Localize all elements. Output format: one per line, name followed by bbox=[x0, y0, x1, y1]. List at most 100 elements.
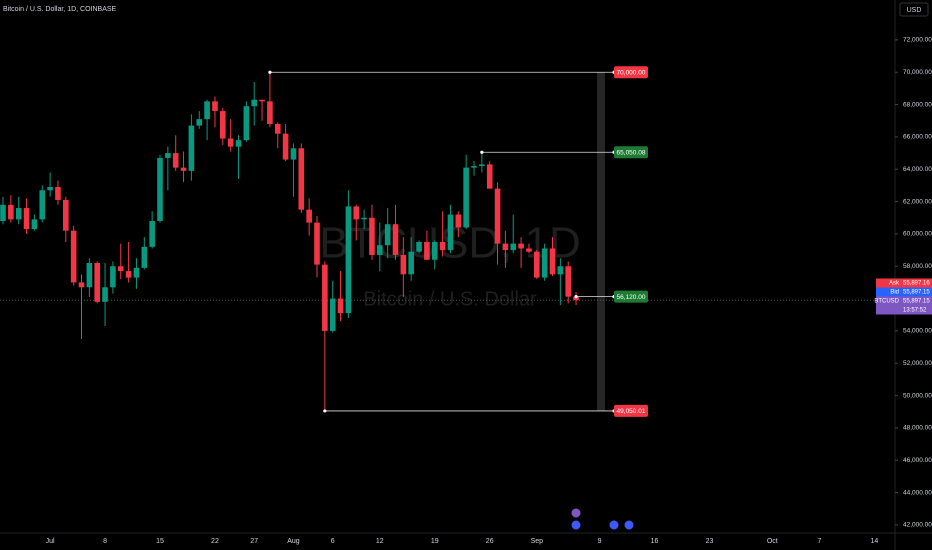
currency-button[interactable] bbox=[899, 2, 929, 17]
quote-box bbox=[876, 278, 932, 288]
x-tick-label: 27 bbox=[250, 538, 258, 545]
quote-name: Ask bbox=[889, 281, 900, 287]
level-label-box bbox=[614, 404, 648, 417]
candle-body bbox=[463, 167, 469, 228]
event-icon[interactable] bbox=[571, 520, 581, 530]
candle-body bbox=[172, 153, 179, 168]
candle-body bbox=[573, 296, 579, 301]
level-label: 49,050.01 bbox=[617, 408, 646, 415]
y-tick-label: 68,000.00 bbox=[903, 101, 932, 108]
level-anchor bbox=[480, 150, 484, 154]
candle-body bbox=[510, 243, 517, 251]
candle-body bbox=[110, 266, 116, 288]
candle-body bbox=[565, 266, 571, 297]
candle-body bbox=[502, 243, 509, 251]
candle-body bbox=[534, 251, 540, 278]
candle-body bbox=[274, 123, 281, 134]
event-icons bbox=[571, 508, 634, 530]
x-tick-label: 15 bbox=[156, 538, 164, 545]
watermark-subtitle: Bitcoin / U.S. Dollar bbox=[363, 288, 537, 310]
candle-body bbox=[243, 106, 250, 141]
level-anchor bbox=[268, 70, 272, 74]
quote-box bbox=[876, 296, 932, 315]
candle-body bbox=[282, 133, 289, 160]
candle-body bbox=[125, 271, 132, 278]
y-tick-label: 60,000.00 bbox=[903, 231, 932, 238]
y-tick-label: 44,000.00 bbox=[903, 489, 932, 496]
candle-body bbox=[439, 241, 446, 251]
candle-body bbox=[400, 254, 407, 275]
candle-body bbox=[220, 111, 226, 139]
candle-body bbox=[39, 190, 46, 220]
quote-countdown: 13:57:52 bbox=[903, 308, 927, 314]
candle-body bbox=[557, 266, 564, 275]
candle-body bbox=[23, 208, 30, 230]
candle-body bbox=[15, 208, 22, 220]
candle-body bbox=[227, 138, 234, 147]
candle-body bbox=[392, 224, 399, 255]
candle-body bbox=[471, 166, 477, 168]
event-icon[interactable] bbox=[609, 520, 619, 530]
candle-body bbox=[165, 153, 171, 158]
candle-body bbox=[47, 187, 53, 191]
x-tick-label: 12 bbox=[376, 538, 384, 545]
candle-body bbox=[94, 263, 100, 302]
candle-body bbox=[78, 282, 85, 288]
event-icon[interactable] bbox=[571, 508, 581, 518]
x-tick-label: 26 bbox=[486, 538, 494, 545]
level-anchor bbox=[574, 295, 578, 299]
y-tick-label: 72,000.00 bbox=[903, 37, 932, 44]
x-tick-label: Oct bbox=[767, 538, 778, 545]
candle-body bbox=[196, 119, 203, 126]
candle-body bbox=[329, 298, 336, 331]
y-tick-label: 66,000.00 bbox=[903, 134, 932, 141]
candle-body bbox=[486, 164, 493, 189]
x-tick-label: 16 bbox=[651, 538, 659, 545]
candle-body bbox=[479, 164, 485, 167]
x-tick-label: 6 bbox=[331, 538, 335, 545]
x-tick-label: 22 bbox=[211, 538, 219, 545]
candle-body bbox=[102, 287, 108, 302]
candle-body bbox=[314, 222, 320, 265]
y-tick-label: 48,000.00 bbox=[903, 425, 932, 432]
candle-body bbox=[0, 204, 6, 221]
candle-body bbox=[322, 264, 328, 331]
candle-body bbox=[416, 241, 422, 252]
candle-body bbox=[447, 214, 454, 251]
candle-body bbox=[55, 187, 61, 200]
candle-body bbox=[117, 266, 124, 272]
candle-body bbox=[259, 99, 265, 102]
candle-body bbox=[345, 206, 352, 314]
x-tick-label: 9 bbox=[598, 538, 602, 545]
y-tick-label: 70,000.00 bbox=[903, 69, 932, 76]
x-tick-label: Jul bbox=[46, 538, 55, 545]
candle-body bbox=[70, 230, 77, 283]
candle-body bbox=[290, 148, 297, 160]
candle-body bbox=[63, 199, 69, 231]
candle-body bbox=[298, 148, 305, 210]
candle-body bbox=[549, 248, 556, 275]
x-tick-label: 7 bbox=[817, 538, 821, 545]
candle-body bbox=[337, 298, 344, 314]
level-label: 56,120.00 bbox=[617, 294, 646, 301]
y-tick-label: 46,000.00 bbox=[903, 457, 932, 464]
level-anchor bbox=[323, 409, 327, 413]
candle-body bbox=[494, 188, 501, 244]
level-label-box bbox=[614, 290, 648, 303]
currency-label[interactable]: USD bbox=[907, 7, 922, 14]
quote-name: BTCUSD bbox=[874, 299, 899, 305]
candle-body bbox=[149, 220, 155, 247]
candle-body bbox=[431, 241, 438, 260]
candle-body bbox=[251, 99, 257, 107]
candle-body bbox=[86, 263, 93, 288]
candle-body bbox=[541, 248, 548, 278]
x-tick-label: 23 bbox=[706, 538, 714, 545]
x-tick-label: 19 bbox=[431, 538, 439, 545]
quote-box bbox=[876, 287, 932, 297]
event-icon[interactable] bbox=[624, 520, 634, 530]
level-label: 65,050.08 bbox=[617, 149, 646, 156]
candle-body bbox=[31, 219, 38, 230]
y-tick-label: 64,000.00 bbox=[903, 166, 932, 173]
